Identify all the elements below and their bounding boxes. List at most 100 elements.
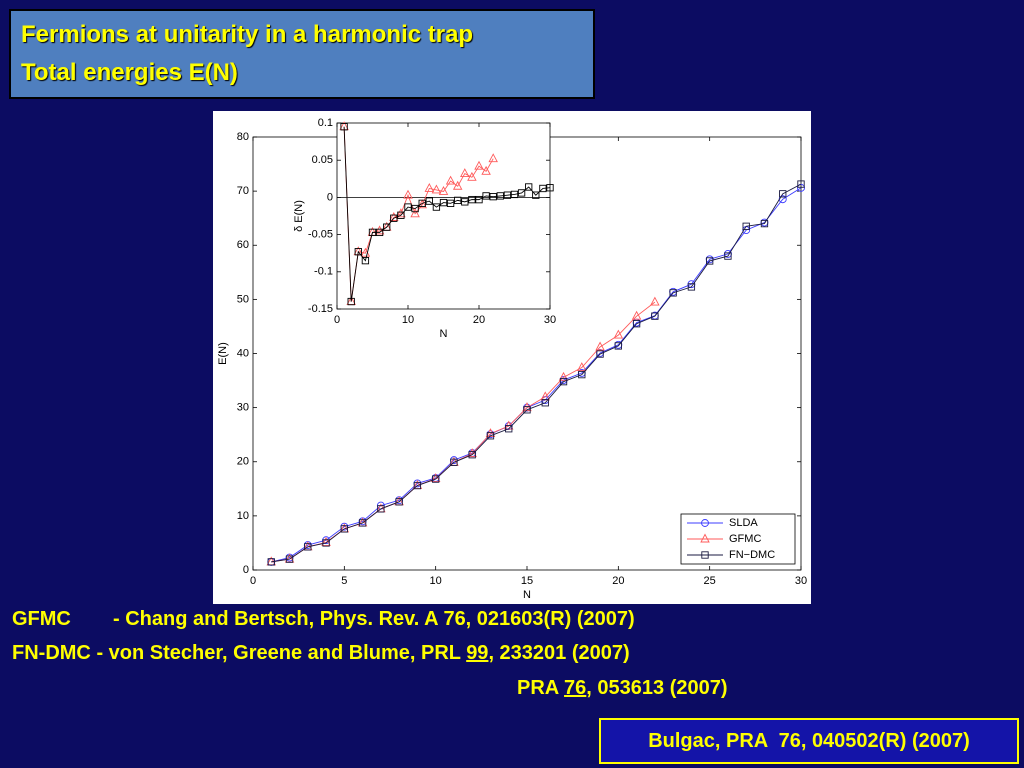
x-tick-label: 25 (704, 575, 716, 587)
marker (701, 551, 709, 559)
marker (468, 195, 476, 204)
y-tick-label: 0 (327, 191, 333, 203)
marker (525, 183, 533, 191)
y-tick-label: 0.1 (318, 117, 333, 129)
marker (577, 362, 587, 372)
y-tick-label: -0.1 (314, 266, 333, 278)
marker (700, 533, 710, 543)
citation: Bulgac, PRA 76, 040502(R) (2007) (599, 718, 1019, 764)
marker (375, 228, 384, 237)
y-tick-label: 0 (243, 564, 249, 576)
x-tick-label: 15 (521, 575, 533, 587)
marker (432, 203, 441, 211)
marker (613, 329, 624, 339)
marker (631, 310, 642, 320)
marker (358, 519, 367, 527)
legend-label: FN−DMC (729, 549, 775, 561)
marker (395, 498, 403, 506)
legend-label: SLDA (729, 517, 758, 529)
marker (706, 257, 714, 265)
marker (724, 252, 732, 260)
marker (450, 458, 458, 466)
marker (389, 212, 399, 221)
marker (503, 191, 512, 199)
marker (452, 180, 463, 190)
y-tick-label: 60 (237, 239, 249, 251)
marker (523, 406, 531, 414)
legend-label: GFMC (729, 533, 761, 545)
marker (532, 191, 540, 199)
x-tick-label: 30 (795, 575, 807, 587)
marker (361, 256, 370, 265)
reference: PRA 76, 053613 (2007) (517, 677, 728, 700)
marker (797, 180, 805, 188)
marker (701, 519, 709, 527)
y-tick-label: 80 (237, 131, 249, 143)
marker (413, 481, 422, 490)
x-tick-label: 30 (544, 314, 556, 326)
marker (347, 297, 355, 306)
x-tick-label: 0 (334, 314, 340, 326)
marker (461, 198, 469, 206)
x-axis-label: N (440, 328, 448, 340)
marker (468, 451, 476, 459)
marker (489, 193, 497, 201)
marker (488, 153, 498, 163)
marker (424, 183, 435, 192)
title-box: Fermions at unitarity in a harmonic trap… (9, 9, 595, 99)
y-tick-label: 40 (237, 347, 249, 359)
marker (578, 370, 586, 379)
x-tick-label: 0 (250, 575, 256, 587)
y-tick-label: 50 (237, 293, 249, 305)
marker (742, 222, 750, 230)
marker (779, 190, 787, 198)
marker (404, 203, 412, 211)
y-tick-label: 20 (237, 456, 249, 468)
marker (438, 185, 449, 195)
marker (267, 558, 275, 566)
marker (510, 190, 519, 199)
x-tick-label: 20 (612, 575, 624, 587)
marker (481, 165, 491, 175)
marker (410, 208, 420, 218)
ref-text: - Chang and Bertsch, Phys. Rev. A 76, 02… (113, 608, 635, 630)
marker (614, 342, 622, 350)
x-tick-label: 10 (402, 314, 414, 326)
marker (669, 289, 677, 297)
marker (377, 505, 385, 513)
marker (354, 248, 362, 256)
marker (340, 525, 348, 533)
marker (340, 123, 348, 131)
marker (445, 175, 456, 185)
reference: - Chang and Bertsch, Phys. Rev. A 76, 02… (113, 608, 635, 631)
marker (474, 160, 484, 170)
y-tick-label: 70 (237, 185, 249, 197)
marker (596, 350, 604, 358)
marker (454, 196, 462, 205)
ref-text: , 053613 (2007) (586, 677, 728, 699)
marker (595, 341, 605, 351)
ref-label: FN-DMC (12, 642, 91, 664)
marker (546, 184, 554, 192)
marker (460, 168, 470, 178)
marker (650, 296, 660, 306)
ref-text: - von Stecher, Greene and Blume, PRL (96, 642, 467, 664)
marker (431, 184, 442, 194)
x-tick-label: 10 (430, 575, 442, 587)
y-tick-label: 0.05 (312, 154, 333, 166)
marker (651, 312, 659, 320)
ref-volume: 99 (466, 642, 489, 664)
reference: GFMC (12, 608, 71, 631)
marker (418, 199, 426, 208)
marker (760, 219, 769, 228)
marker (322, 539, 330, 547)
marker (559, 377, 568, 386)
y-axis-label: E(N) (217, 342, 229, 365)
marker (397, 211, 405, 219)
marker (285, 555, 294, 563)
marker (505, 425, 513, 433)
marker (383, 223, 391, 231)
y-tick-label: 10 (237, 510, 249, 522)
y-axis-label: δ E(N) (293, 200, 305, 232)
